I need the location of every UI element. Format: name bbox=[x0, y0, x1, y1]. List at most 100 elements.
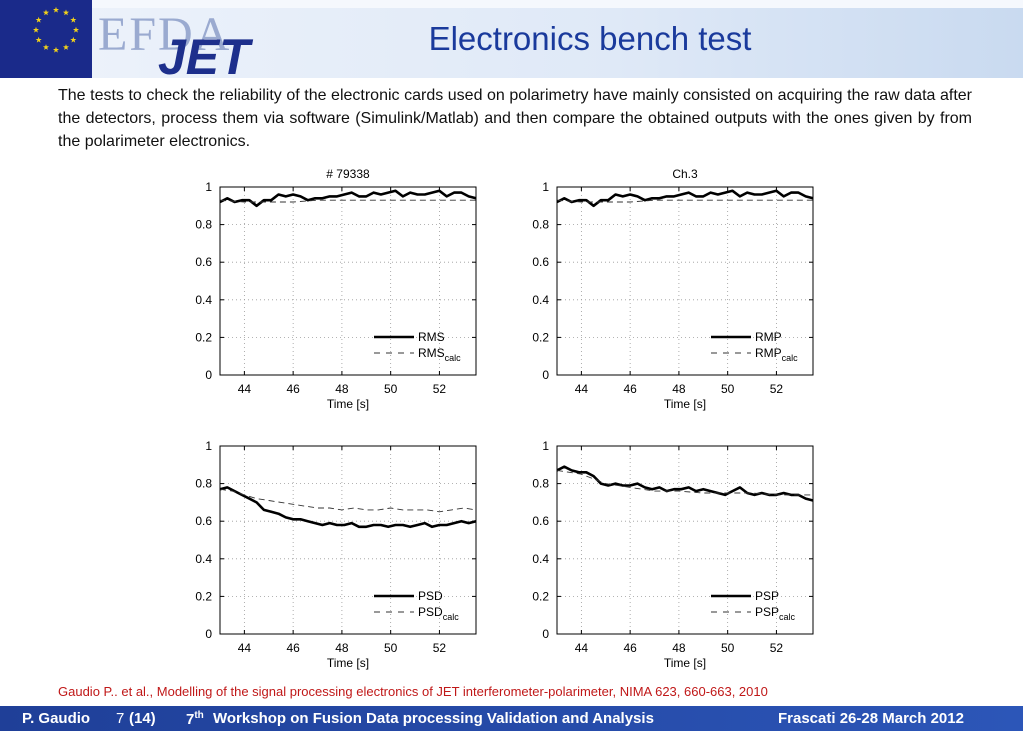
chart-1: 44 46 48 50 52 0 0.2 0.4 0.6 0.8 1 Time [s] # 79338 R… bbox=[195, 167, 477, 411]
header-bar: EFDA JET Electronics bench test bbox=[0, 0, 1023, 78]
footer-author: P. Gaudio bbox=[22, 710, 91, 727]
legend-label: RMPcalc bbox=[755, 346, 798, 363]
y-tick-label: 1 bbox=[205, 439, 212, 453]
y-tick-label: 0.4 bbox=[195, 552, 212, 566]
eu-flag-icon bbox=[0, 0, 92, 78]
y-tick-label: 0.2 bbox=[195, 330, 212, 344]
efda-jet-logo: EFDA JET bbox=[92, 0, 287, 78]
legend-label-subscript: calc bbox=[779, 612, 796, 622]
legend-label: PSDcalc bbox=[418, 605, 459, 622]
legend-label: PSD bbox=[418, 589, 443, 603]
y-tick-label: 0 bbox=[542, 627, 549, 641]
series-line-rmp-calc bbox=[556, 199, 813, 203]
y-tick-label: 1 bbox=[542, 180, 549, 194]
y-tick-label: 1 bbox=[542, 439, 549, 453]
y-tick-label: 0.6 bbox=[195, 514, 212, 528]
series-line-psd bbox=[219, 486, 477, 529]
y-tick-label: 0.2 bbox=[532, 330, 549, 344]
eu-star bbox=[52, 46, 60, 53]
y-tick-label: 0.8 bbox=[532, 218, 549, 232]
charts-area: 44 46 48 50 52 0 0.2 0.4 0.6 0.8 1 Time [s] # 79338 R… bbox=[195, 167, 814, 670]
x-tick-label: 44 bbox=[575, 641, 589, 655]
x-tick-label: 44 bbox=[238, 382, 252, 396]
y-tick-label: 0.6 bbox=[195, 255, 212, 269]
legend-label: RMP bbox=[755, 330, 782, 344]
x-tick-label: 52 bbox=[433, 382, 447, 396]
reference-citation: Gaudio P.. et al., Modelling of the sign… bbox=[58, 684, 768, 699]
logo-efda-text: EFDA bbox=[98, 8, 231, 61]
eu-star bbox=[35, 36, 42, 43]
chart-4: 44 46 48 50 52 0 0.2 0.4 0.6 0.8 1 Time [s] PSP PSPca… bbox=[532, 439, 814, 670]
plot-frame bbox=[219, 445, 477, 635]
footer-venue: Frascati 26-28 March 2012 bbox=[778, 710, 964, 727]
x-axis-label: Time [s] bbox=[327, 656, 369, 670]
chart-title: # 79338 bbox=[326, 167, 370, 181]
eu-star bbox=[72, 26, 80, 33]
y-tick-label: 0.6 bbox=[532, 255, 549, 269]
plot-frame bbox=[556, 445, 814, 635]
legend-label-subscript: calc bbox=[443, 612, 460, 622]
eu-star bbox=[70, 36, 77, 43]
x-tick-label: 50 bbox=[384, 641, 398, 655]
x-tick-label: 48 bbox=[672, 382, 686, 396]
legend-label: PSP bbox=[755, 589, 779, 603]
x-tick-label: 48 bbox=[335, 382, 349, 396]
eu-star bbox=[42, 44, 50, 50]
footer-page-total: (14) bbox=[129, 710, 156, 727]
y-tick-label: 0.8 bbox=[195, 218, 212, 232]
y-tick-label: 0 bbox=[205, 368, 212, 382]
chart-legend: PSD PSDcalc bbox=[374, 589, 459, 622]
eu-star bbox=[70, 16, 77, 23]
x-tick-label: 50 bbox=[721, 382, 735, 396]
intro-paragraph: The tests to check the reliability of th… bbox=[58, 87, 972, 150]
footer-bar: P. Gaudio 7 (14) 7th Workshop on Fusion … bbox=[0, 706, 1023, 731]
legend-label: RMScalc bbox=[418, 346, 461, 363]
y-tick-label: 0 bbox=[542, 368, 549, 382]
x-tick-label: 50 bbox=[721, 641, 735, 655]
x-tick-label: 50 bbox=[384, 382, 398, 396]
eu-star bbox=[32, 26, 40, 33]
chart-title: Ch.3 bbox=[672, 167, 698, 181]
legend-label: PSPcalc bbox=[755, 605, 796, 622]
y-tick-label: 0.4 bbox=[532, 293, 549, 307]
series-line-rms-calc bbox=[219, 199, 476, 203]
legend-label-subscript: calc bbox=[782, 353, 799, 363]
eu-star bbox=[62, 9, 70, 16]
y-tick-label: 0.8 bbox=[195, 477, 212, 491]
chart-3: 44 46 48 50 52 0 0.2 0.4 0.6 0.8 1 Time [s] PSD PSDca… bbox=[195, 439, 477, 670]
logo-jet-text: JET bbox=[158, 29, 254, 78]
x-tick-label: 52 bbox=[770, 382, 784, 396]
x-tick-label: 46 bbox=[623, 382, 637, 396]
y-tick-label: 0.8 bbox=[532, 477, 549, 491]
plot-frame bbox=[219, 186, 477, 376]
x-tick-label: 46 bbox=[623, 641, 637, 655]
x-tick-label: 46 bbox=[286, 382, 300, 396]
y-tick-label: 0.2 bbox=[195, 589, 212, 603]
y-tick-label: 0 bbox=[205, 627, 212, 641]
header-band bbox=[0, 0, 1023, 8]
series-line-rmp bbox=[556, 189, 814, 208]
series-line-psd-calc bbox=[219, 488, 477, 513]
series-line-psp-calc bbox=[556, 469, 813, 496]
eu-star bbox=[42, 9, 50, 16]
x-tick-label: 48 bbox=[335, 641, 349, 655]
x-tick-label: 52 bbox=[433, 641, 447, 655]
legend-label-subscript: calc bbox=[445, 353, 462, 363]
eu-star bbox=[35, 16, 42, 23]
x-tick-label: 52 bbox=[770, 641, 784, 655]
x-axis-label: Time [s] bbox=[664, 397, 706, 411]
y-tick-label: 1 bbox=[205, 180, 212, 194]
footer-workshop-number: 7th bbox=[186, 710, 204, 728]
footer-workshop-num: 7 bbox=[186, 711, 195, 728]
chart-legend: RMP RMPcalc bbox=[711, 330, 798, 363]
x-tick-label: 46 bbox=[286, 641, 300, 655]
x-axis-label: Time [s] bbox=[664, 656, 706, 670]
plot-frame bbox=[556, 186, 814, 376]
series-line-psp bbox=[556, 465, 814, 502]
eu-star bbox=[62, 44, 70, 50]
page-title: Electronics bench test bbox=[428, 20, 752, 57]
chart-legend: RMS RMScalc bbox=[374, 330, 461, 363]
x-axis-label: Time [s] bbox=[327, 397, 369, 411]
legend-label: RMS bbox=[418, 330, 445, 344]
